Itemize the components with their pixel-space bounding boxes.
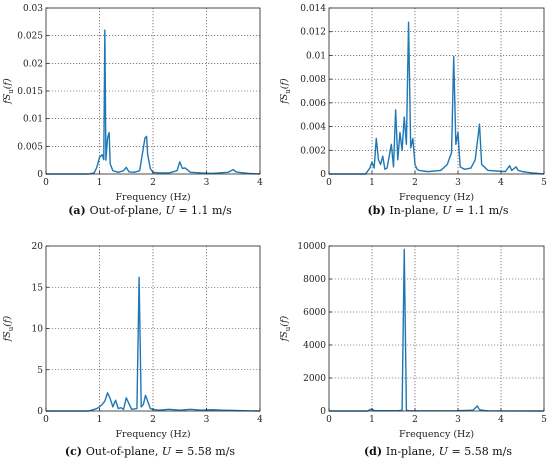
y-tick-label-b: 0.012 [300,28,326,38]
x-tick-label-c: 4 [257,415,263,425]
y-tick-label-a: 0.01 [23,115,43,125]
y-tick-label-b: 0.004 [300,123,326,133]
plot-area-d [329,246,544,411]
x-axis-label-c: Frequency (Hz) [115,429,190,440]
y-tick-label-a: 0.015 [17,87,43,97]
y-axis-label-c: fSu(f) [2,315,15,342]
y-axis-label-a: fSu(f) [2,78,15,105]
y-tick-label-b: 0.01 [306,51,326,61]
caption-b: (b) In-plane, U = 1.1 m/s [367,204,508,217]
y-tick-label-a: 0 [37,170,43,180]
y-tick-label-c: 20 [32,242,44,252]
y-tick-label-b: 0.006 [300,99,326,109]
x-tick-label-d: 3 [455,415,461,425]
x-tick-label-d: 2 [412,415,418,425]
y-tick-label-c: 0 [37,407,43,417]
y-tick-label-b: 0.002 [300,146,326,156]
plot-frame-b [328,7,545,175]
y-tick-label-c: 15 [32,283,44,293]
x-tick-label-b: 5 [541,178,547,188]
chart-panel-d: 0 1 2 3 4 5 0 2000 4000 6000 8000 10000 Frequency (H… [279,242,547,458]
y-tick-label-d: 8000 [303,275,326,285]
caption-d: (d) In-plane, U = 5.58 m/s [364,445,512,458]
x-tick-label-b: 0 [326,178,332,188]
series-line-c-0 [46,276,261,412]
x-axis-label-a: Frequency (Hz) [115,192,190,203]
chart-panel-b: 0 1 2 3 4 5 0 0.002 0.004 0.006 0.008 0.01 0.012 0.01… [279,4,547,217]
x-tick-label-a: 2 [150,178,156,188]
y-tick-label-b: 0.008 [300,75,326,85]
y-tick-label-d: 4000 [303,341,326,351]
y-tick-label-d: 6000 [303,308,326,318]
x-tick-label-c: 2 [150,415,156,425]
y-tick-label-a: 0.005 [17,142,43,152]
y-axis-label-b: fSu(f) [279,78,292,105]
x-axis-label-b: Frequency (Hz) [399,192,474,203]
y-tick-label-b: 0.014 [300,4,326,14]
y-tick-label-a: 0.03 [23,4,43,14]
y-tick-label-a: 0.02 [23,59,43,69]
chart-panel-c: 0 1 2 3 4 0 5 10 15 20 Frequency (Hz) fSu(f) (c) Out… [2,242,263,458]
y-tick-label-a: 0.025 [17,32,43,42]
x-axis-label-d: Frequency (Hz) [399,429,474,440]
plot-frame-d [328,245,545,412]
x-tick-label-c: 0 [43,415,49,425]
series-line-a-0 [46,29,261,175]
x-tick-label-b: 4 [498,178,504,188]
y-axis-label-d: fSu(f) [279,315,292,342]
y-tick-label-c: 10 [32,325,44,335]
x-tick-label-a: 4 [257,178,263,188]
x-tick-label-d: 1 [369,415,375,425]
caption-a: (a) Out-of-plane, U = 1.1 m/s [68,204,232,217]
x-tick-label-b: 1 [369,178,375,188]
x-tick-label-d: 5 [541,415,547,425]
y-tick-label-b: 0 [320,170,326,180]
y-tick-label-d: 2000 [303,374,326,384]
y-tick-label-d: 0 [320,407,326,417]
x-tick-label-a: 3 [204,178,210,188]
x-tick-label-a: 1 [97,178,103,188]
x-tick-label-c: 3 [204,415,210,425]
y-tick-label-c: 5 [37,366,43,376]
x-tick-label-d: 4 [498,415,504,425]
caption-c: (c) Out-of-plane, U = 5.58 m/s [65,445,236,458]
y-tick-label-d: 10000 [297,242,326,252]
x-tick-label-b: 2 [412,178,418,188]
plot-area-b [329,8,544,174]
x-tick-label-b: 3 [455,178,461,188]
x-tick-label-c: 1 [97,415,103,425]
chart-panel-a: 0 1 2 3 4 0 0.005 0.01 0.015 0.02 0.025 0.03 Frequen… [2,4,263,217]
x-tick-label-a: 0 [43,178,49,188]
series-line-b-0 [329,21,545,175]
x-tick-label-d: 0 [326,415,332,425]
